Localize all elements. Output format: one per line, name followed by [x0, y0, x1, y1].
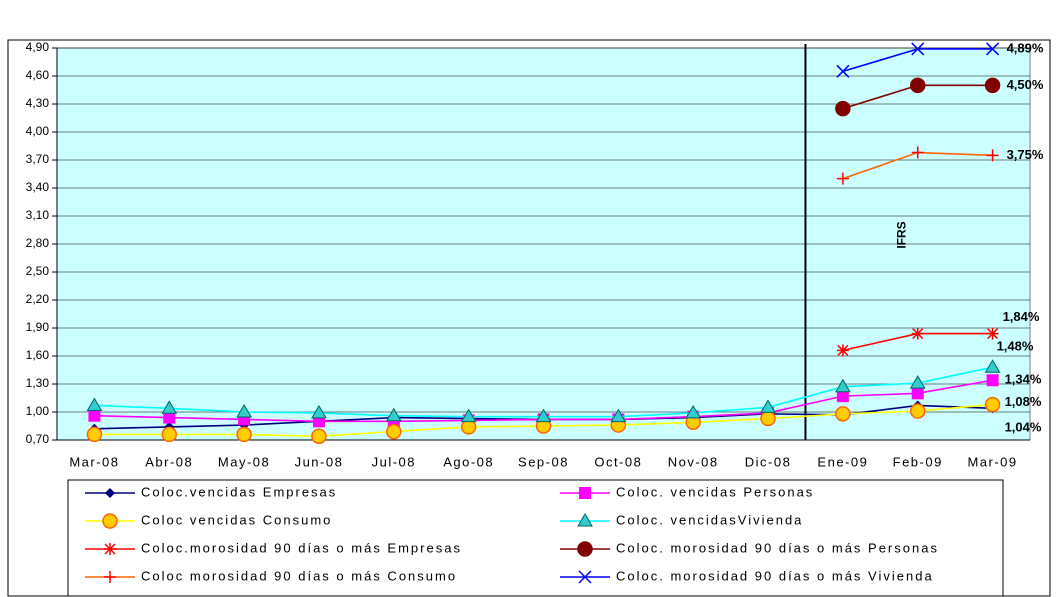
data-point — [986, 374, 999, 387]
y-tick-label: 3,70 — [26, 152, 50, 166]
data-point — [385, 407, 402, 422]
x-tick-label: Dic-08 — [745, 454, 792, 469]
legend-label: Coloc.vencidas Empresas — [141, 484, 337, 499]
legend-marker — [104, 543, 116, 555]
data-point — [986, 327, 999, 340]
data-point — [311, 404, 327, 419]
legend-marker — [102, 513, 118, 529]
data-point — [836, 390, 849, 403]
data-point — [163, 411, 176, 424]
data-label: 1,48% — [997, 339, 1034, 354]
legend-label: Coloc morosidad 90 días o más Consumo — [141, 568, 457, 583]
data-point — [909, 375, 926, 389]
data-point — [386, 423, 402, 440]
legend-label: Coloc. morosidad 90 días o más Personas — [616, 540, 939, 555]
y-tick-label: 2,50 — [26, 264, 50, 278]
legend-label: Coloc. vencidasVivienda — [616, 512, 803, 527]
data-point — [311, 428, 327, 445]
x-tick-label: Nov-08 — [668, 454, 719, 469]
y-tick-label: 2,20 — [26, 292, 50, 306]
data-point — [836, 172, 849, 185]
data-point — [760, 410, 776, 427]
data-label: 4,50% — [1007, 77, 1044, 92]
y-tick-label: 4,30 — [26, 96, 50, 110]
x-tick-label: Mar-09 — [967, 454, 1017, 469]
data-point — [911, 42, 925, 56]
x-tick-label: Ago-08 — [443, 454, 494, 469]
data-label: 1,84% — [1003, 309, 1040, 324]
data-point — [86, 397, 103, 411]
annotation: IFRS — [895, 221, 909, 248]
legend-label: Coloc. morosidad 90 días o más Vivienda — [616, 568, 934, 583]
x-tick-label: Feb-09 — [893, 454, 943, 469]
data-point — [236, 404, 252, 418]
data-point — [984, 359, 1001, 373]
data-point — [911, 327, 924, 340]
legend-label: Coloc.morosidad 90 días o más Empresas — [141, 540, 462, 555]
data-point — [610, 408, 627, 423]
data-label: 1,08% — [1005, 394, 1042, 409]
y-tick-label: 4,00 — [26, 124, 50, 138]
y-tick-label: 0,70 — [26, 432, 50, 446]
y-tick-label: 2,80 — [26, 236, 50, 250]
data-point — [911, 387, 924, 400]
data-point — [86, 426, 103, 443]
data-point — [535, 408, 552, 423]
data-point — [909, 77, 926, 94]
data-label: 1,34% — [1005, 372, 1042, 387]
data-point — [685, 404, 702, 419]
x-tick-label: Jun-08 — [295, 454, 344, 469]
legend-marker — [105, 488, 115, 498]
data-point — [836, 64, 850, 78]
data-point — [986, 149, 999, 162]
x-tick-label: Mar-08 — [69, 454, 119, 469]
y-tick-label: 1,90 — [26, 320, 50, 334]
x-tick-label: Sep-08 — [518, 454, 569, 469]
y-tick-label: 1,30 — [26, 376, 50, 390]
y-tick-label: 4,90 — [26, 40, 50, 54]
y-tick-label: 3,40 — [26, 180, 50, 194]
data-point — [986, 42, 1000, 56]
legend-label: Coloc vencidas Consumo — [141, 512, 332, 527]
data-point — [161, 400, 178, 414]
data-point — [836, 344, 849, 357]
data-point — [88, 409, 101, 422]
data-point — [835, 406, 851, 422]
data-point — [760, 399, 776, 413]
legend-marker — [577, 513, 593, 527]
x-tick-label: Jul-08 — [372, 454, 416, 469]
legend-marker — [577, 541, 593, 557]
x-tick-label: May-08 — [218, 454, 270, 469]
legend-marker — [579, 487, 591, 499]
data-point — [835, 378, 851, 393]
data-label: 1,04% — [1005, 420, 1042, 435]
data-label: 4,89% — [1007, 40, 1044, 55]
data-point — [460, 408, 477, 423]
data-point — [236, 426, 252, 443]
data-point — [984, 77, 1001, 94]
legend-box — [67, 479, 1004, 597]
data-point — [909, 403, 926, 419]
x-tick-label: Abr-08 — [145, 454, 193, 469]
y-tick-label: 1,60 — [26, 348, 50, 362]
x-tick-label: Ene-09 — [817, 454, 868, 469]
legend-label: Coloc. vencidas Personas — [616, 484, 814, 499]
y-tick-label: 4,60 — [26, 68, 50, 82]
data-point — [835, 100, 851, 117]
y-tick-label: 3,10 — [26, 208, 50, 222]
legend-marker — [104, 571, 116, 583]
legend-marker — [578, 570, 592, 584]
data-label: 3,75% — [1007, 147, 1044, 162]
x-tick-label: Oct-08 — [594, 454, 642, 469]
data-point — [984, 396, 1001, 413]
data-point — [161, 426, 178, 443]
data-point — [911, 146, 924, 159]
y-tick-label: 1,00 — [26, 404, 50, 418]
